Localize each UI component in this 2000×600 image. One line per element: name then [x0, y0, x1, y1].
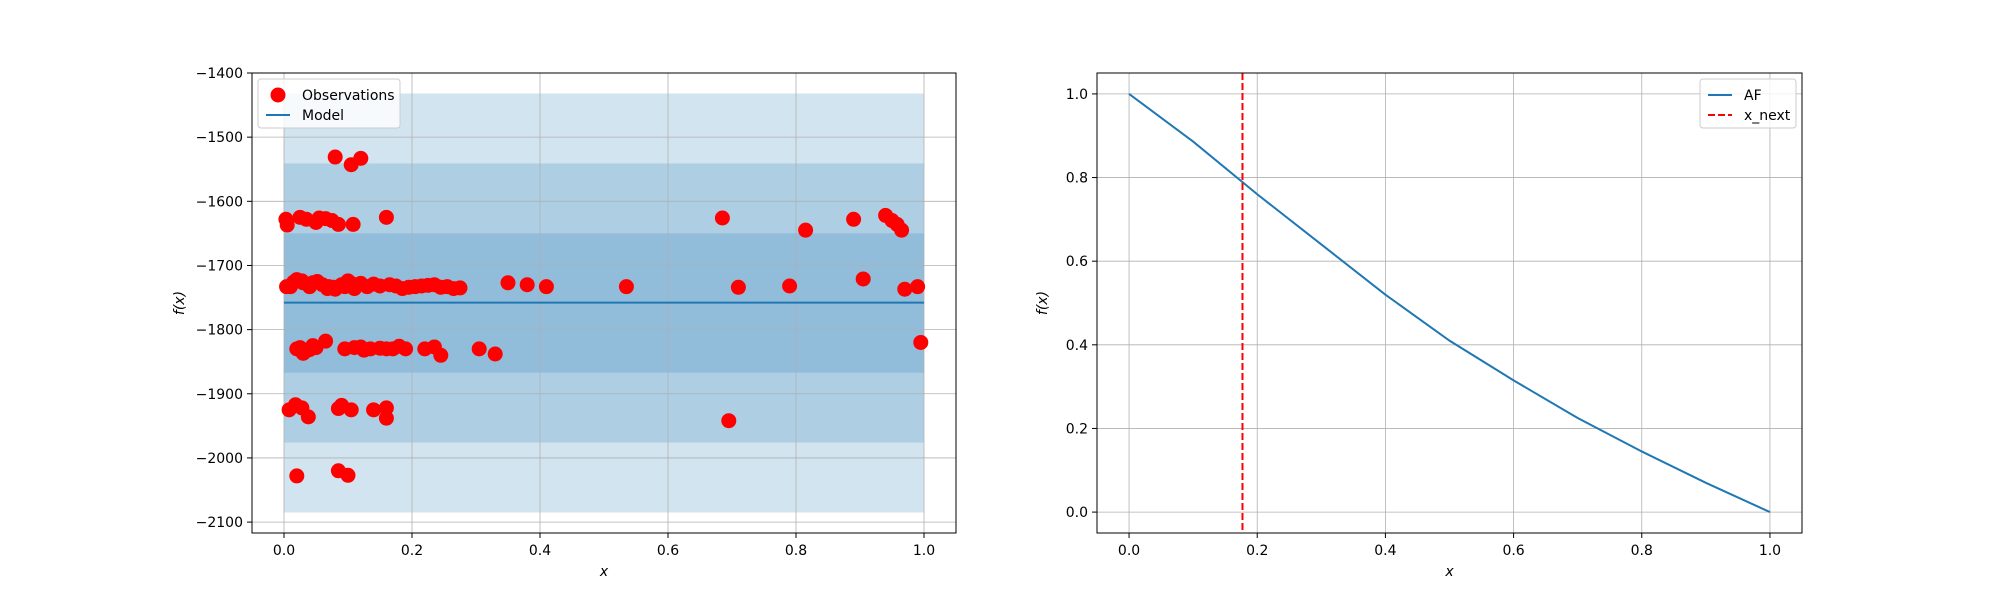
x-tick-label: 0.4 — [1374, 543, 1396, 559]
y-tick-label: −1900 — [196, 387, 243, 403]
observation-point — [798, 222, 814, 238]
observation-point — [289, 468, 305, 484]
x-tick-label: 1.0 — [1759, 543, 1781, 559]
observation-point — [897, 281, 913, 297]
observation-point — [855, 271, 871, 287]
observation-point — [398, 341, 414, 357]
observation-point — [714, 210, 730, 226]
observation-point — [378, 209, 394, 225]
legend-label: x_next — [1744, 108, 1791, 124]
observation-point — [378, 410, 394, 426]
x-axis-label: x — [1444, 564, 1454, 580]
observation-point — [279, 217, 295, 233]
observation-point — [300, 409, 316, 425]
x-tick-label: 0.8 — [785, 543, 807, 559]
legend-label: Model — [302, 108, 344, 124]
observation-point — [327, 149, 343, 165]
y-tick-label: 0.2 — [1066, 421, 1088, 437]
observation-point — [452, 280, 468, 296]
observation-point — [913, 334, 929, 350]
x-tick-label: 0.4 — [529, 543, 551, 559]
x-tick-label: 0.6 — [657, 543, 679, 559]
observation-point — [910, 279, 926, 295]
legend-label: AF — [1744, 88, 1762, 104]
y-tick-label: 1.0 — [1066, 87, 1088, 103]
x-tick-label: 1.0 — [913, 543, 935, 559]
af-line — [1128, 93, 1771, 513]
legend: AF x_next — [1699, 78, 1797, 129]
y-axis-label: f(x) — [1035, 291, 1051, 315]
y-axis-label: f(x) — [172, 291, 188, 315]
x-tick-label: 0.0 — [1118, 543, 1140, 559]
x-tick-label: 0.6 — [1502, 543, 1524, 559]
legend: Observations Model — [257, 78, 401, 129]
observation-point — [353, 150, 369, 166]
x-axis-label: x — [599, 564, 609, 580]
legend-marker-observations — [270, 87, 286, 103]
observation-point — [318, 333, 334, 349]
observation-point — [721, 413, 737, 429]
y-tick-label: −1600 — [196, 194, 243, 210]
x-tick-label: 0.2 — [401, 543, 423, 559]
legend-label: Observations — [302, 88, 395, 104]
y-tick-label: 0.0 — [1066, 505, 1088, 521]
observation-point — [366, 402, 382, 418]
observation-point — [894, 222, 910, 238]
observation-point — [340, 467, 356, 483]
x-tick-label: 0.2 — [1246, 543, 1268, 559]
right-chart-acquisition-function: 0.0 0.2 0.4 0.6 0.8 1.0 0.0 0.2 0.4 0.6 0.8 1.0 x f(x… — [1035, 72, 1803, 580]
x-tick-label: 0.8 — [1631, 543, 1653, 559]
y-tick-label: −1700 — [196, 258, 243, 274]
axes-frame — [251, 72, 957, 534]
y-tick-label: −1400 — [196, 66, 243, 82]
observation-point — [433, 347, 449, 363]
y-tick-label: 0.8 — [1066, 171, 1088, 187]
y-tick-label: −2100 — [196, 515, 243, 531]
observation-point — [519, 277, 535, 293]
grid — [1097, 73, 1802, 533]
observation-points — [278, 149, 929, 484]
y-tick-label: 0.6 — [1066, 254, 1088, 270]
observation-point — [345, 216, 361, 232]
y-tick-label: −1800 — [196, 323, 243, 339]
legend-box — [257, 78, 401, 129]
left-chart-observations-model: 0.0 0.2 0.4 0.6 0.8 1.0 −2100 −2000 −1900 −1800 −1… — [172, 66, 957, 580]
observation-point — [378, 400, 394, 416]
observation-point — [538, 279, 554, 295]
observation-point — [330, 216, 346, 232]
observation-point — [730, 279, 746, 295]
observation-point — [782, 278, 798, 294]
y-tick-label: −2000 — [196, 451, 243, 467]
observation-point — [343, 402, 359, 418]
axes-frame — [1096, 72, 1803, 534]
observation-point — [471, 341, 487, 357]
observation-point — [487, 346, 503, 362]
x-tick-label: 0.0 — [273, 543, 295, 559]
y-tick-label: 0.4 — [1066, 338, 1088, 354]
observation-point — [500, 275, 516, 291]
observation-point — [846, 211, 862, 227]
observation-point — [618, 279, 634, 295]
y-tick-label: −1500 — [196, 130, 243, 146]
